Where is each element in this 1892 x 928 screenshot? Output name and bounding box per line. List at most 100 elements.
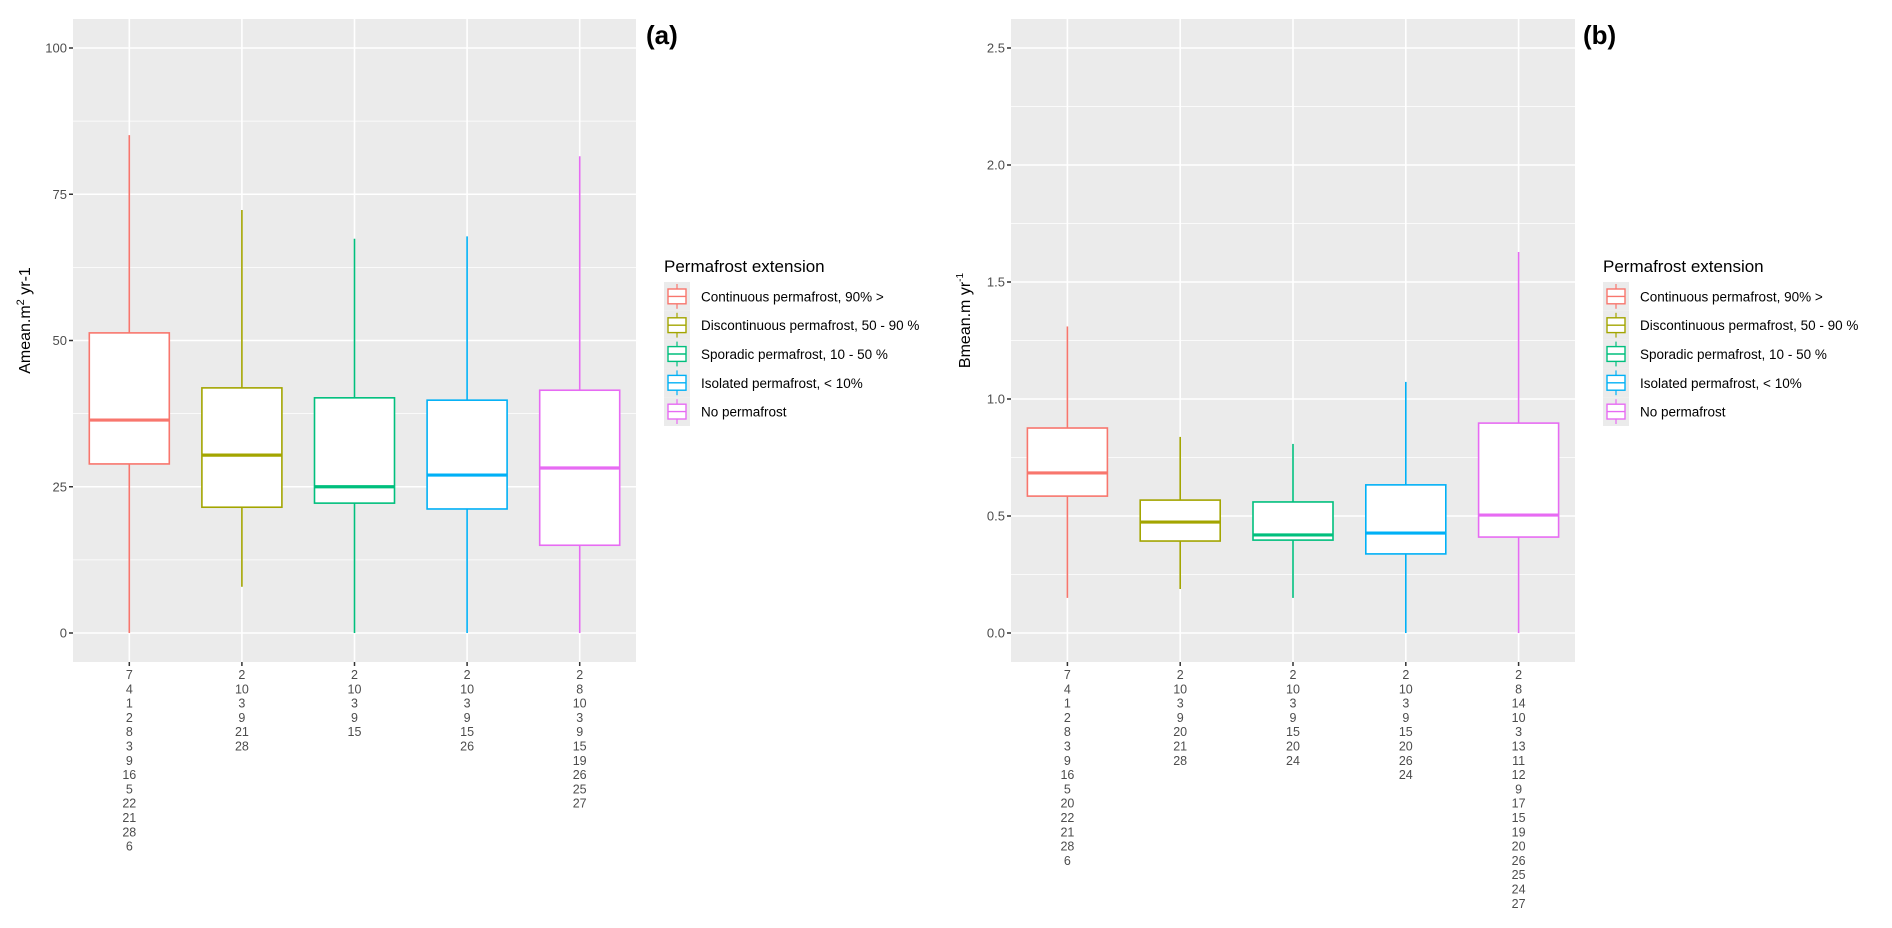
x-tick-label: 10 (1399, 682, 1413, 696)
boxplot-3 (313, 238, 396, 633)
boxplot-1 (1026, 326, 1109, 598)
x-tick-label: 10 (460, 682, 474, 696)
x-tick-label: 28 (1173, 754, 1187, 768)
x-tick-label: 28 (122, 825, 136, 839)
x-tick-label: 2 (1064, 711, 1071, 725)
box (1026, 427, 1109, 497)
y-tick-label: 25 (53, 479, 67, 494)
x-tick-label: 8 (576, 682, 583, 696)
x-tick-label: 9 (351, 711, 358, 725)
x-tick-label: 17 (1512, 797, 1526, 811)
box (201, 387, 283, 509)
x-tick-label: 9 (1402, 711, 1409, 725)
x-tick-label: 6 (1064, 854, 1071, 868)
y-axis-title-superscript: 2 (15, 299, 27, 305)
x-tick-label: 4 (1064, 682, 1071, 696)
x-tick-label: 9 (1515, 782, 1522, 796)
y-tick-label: 1.0 (987, 392, 1005, 407)
x-tick-label: 9 (576, 725, 583, 739)
y-tick-label: 100 (45, 41, 67, 56)
y-tick-label: 1.5 (987, 275, 1005, 290)
x-tick-label: 26 (1399, 754, 1413, 768)
x-tick-label: 27 (1512, 897, 1526, 911)
x-tick-label: 4 (126, 682, 133, 696)
x-tick-label: 15 (1399, 725, 1413, 739)
x-tick-label: 1 (1064, 697, 1071, 711)
y-axis-title: Bmean.m yr-1 (955, 272, 974, 368)
x-tick-label: 21 (1173, 740, 1187, 754)
x-tick-label: 7 (126, 668, 133, 682)
legend-label: Continuous permafrost, 90% > (1640, 289, 1823, 304)
legend-label: Discontinuous permafrost, 50 - 90 % (1640, 318, 1858, 333)
legend-item: No permafrost (1603, 397, 1726, 426)
x-tick-label: 26 (573, 768, 587, 782)
panel-a: 0255075100741283916522212862103921282103… (15, 19, 919, 854)
y-tick-label: 50 (53, 333, 67, 348)
x-tick-label: 2 (1290, 668, 1297, 682)
legend: Permafrost extension Continuous permafros… (1603, 257, 1858, 426)
x-tick-label: 2 (126, 711, 133, 725)
x-tick-label: 8 (1515, 682, 1522, 696)
x-tick-label: 2 (576, 668, 583, 682)
y-tick-label: 75 (53, 187, 67, 202)
boxplot-5 (538, 156, 621, 633)
x-tick-label: 10 (348, 682, 362, 696)
x-tick-label: 20 (1286, 740, 1300, 754)
x-tick-label: 3 (1177, 697, 1184, 711)
legend-item: Isolated permafrost, < 10% (1603, 368, 1802, 398)
y-tick-label: 0.5 (987, 509, 1005, 524)
box (1477, 422, 1560, 538)
legend-title: Permafrost extension (1603, 257, 1764, 276)
boxplot-1 (88, 135, 171, 633)
panel-tag: (a) (646, 20, 678, 50)
legend-label: No permafrost (1640, 405, 1726, 420)
x-tick-label: 3 (1515, 725, 1522, 739)
x-tick-label: 20 (1512, 840, 1526, 854)
x-tick-label: 11 (1512, 754, 1525, 768)
x-tick-label: 6 (126, 840, 133, 854)
x-tick-label: 3 (126, 740, 133, 754)
x-tick-label: 26 (460, 740, 474, 754)
x-tick-label: 2 (1402, 668, 1409, 682)
x-tick-label: 21 (235, 725, 249, 739)
x-tick-label: 2 (351, 668, 358, 682)
x-tick-label: 9 (126, 754, 133, 768)
legend-label: Discontinuous permafrost, 50 - 90 % (701, 318, 919, 333)
legend-label: Sporadic permafrost, 10 - 50 % (701, 347, 888, 362)
x-tick-label: 2 (1177, 668, 1184, 682)
x-tick-label: 8 (126, 725, 133, 739)
x-tick-label: 9 (464, 711, 471, 725)
x-tick-label: 25 (1512, 868, 1526, 882)
y-tick-label: 2.5 (987, 41, 1005, 56)
y-tick-label: 0.0 (987, 626, 1005, 641)
x-tick-label: 2 (464, 668, 471, 682)
x-tick-label: 19 (1512, 825, 1526, 839)
x-tick-label: 10 (573, 697, 587, 711)
box (1365, 484, 1447, 555)
panel-tag: (b) (1583, 20, 1616, 50)
x-tick-label: 5 (126, 782, 133, 796)
x-tick-label: 9 (1064, 754, 1071, 768)
x-tick-label: 9 (238, 711, 245, 725)
x-tick-label: 3 (464, 697, 471, 711)
legend-label: Continuous permafrost, 90% > (701, 289, 884, 304)
x-tick-label: 2 (238, 668, 245, 682)
legend: Permafrost extension Continuous permafros… (664, 257, 919, 426)
legend-title: Permafrost extension (664, 257, 825, 276)
legend-label: Isolated permafrost, < 10% (701, 376, 863, 391)
boxplot-3 (1252, 443, 1334, 598)
legend-item: Isolated permafrost, < 10% (664, 368, 863, 398)
x-tick-label: 24 (1286, 754, 1300, 768)
x-tick-label: 15 (1512, 811, 1526, 825)
x-tick-label: 3 (1402, 697, 1409, 711)
x-tick-label: 28 (1060, 840, 1074, 854)
x-tick-label: 15 (460, 725, 474, 739)
x-tick-label: 15 (573, 740, 587, 754)
x-tick-label: 21 (1060, 825, 1074, 839)
x-tick-label: 15 (348, 725, 362, 739)
legend-item: Continuous permafrost, 90% > (664, 282, 884, 311)
x-tick-label: 27 (573, 797, 587, 811)
x-tick-label: 20 (1399, 740, 1413, 754)
x-tick-label: 22 (1060, 811, 1074, 825)
